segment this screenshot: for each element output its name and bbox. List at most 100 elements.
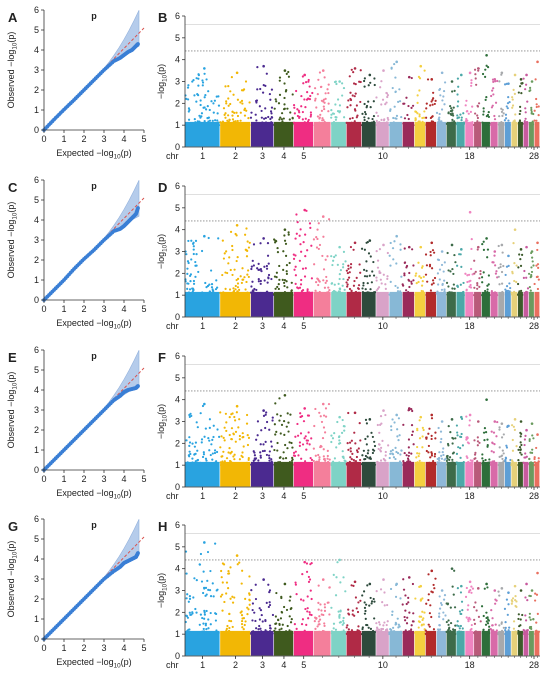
snp-point (505, 285, 509, 288)
snp-point (208, 418, 211, 421)
snp-point (468, 616, 471, 619)
qq-point (136, 551, 140, 555)
snp-point (440, 464, 443, 467)
snp-point (473, 622, 477, 625)
qq-y-label: Observed −log10(p) (6, 372, 19, 449)
snp-point (231, 114, 234, 117)
snp-point (267, 273, 271, 277)
snp-point (408, 294, 411, 297)
snp-point (499, 294, 502, 297)
snp-point (436, 272, 440, 275)
snp-point (459, 462, 462, 465)
snp-point (416, 123, 419, 126)
snp-point (338, 461, 341, 464)
snp-point (410, 280, 413, 283)
snp-point (500, 621, 503, 624)
snp-peak-point (235, 404, 239, 408)
snp-point (216, 112, 219, 115)
snp-point (427, 593, 430, 596)
snp-point (482, 292, 486, 295)
snp-point (208, 589, 212, 592)
chromosome-16-band (446, 461, 456, 487)
snp-point (350, 632, 353, 635)
snp-point (283, 103, 286, 106)
snp-point (365, 275, 369, 278)
snp-point (478, 632, 482, 635)
snp-point (205, 78, 208, 81)
snp-point (194, 121, 197, 124)
snp-point (296, 286, 299, 289)
snp-point (221, 120, 225, 123)
snp-point (225, 100, 228, 103)
snp-point (255, 119, 258, 122)
snp-point (349, 245, 353, 249)
snp-point (291, 116, 294, 119)
snp-point (322, 235, 325, 238)
snp-peak-point (468, 71, 472, 75)
snp-point (344, 260, 347, 263)
snp-point (232, 287, 235, 290)
snp-point (197, 93, 200, 97)
snp-point (318, 117, 321, 120)
snp-point (299, 228, 302, 231)
snp-point (394, 124, 398, 127)
chromosome-11-band (389, 121, 403, 147)
chromosome-25-band (518, 121, 523, 147)
snp-point (477, 293, 480, 297)
y-tick-label: 6 (34, 5, 39, 15)
snp-point (192, 282, 196, 285)
snp-point (498, 426, 501, 429)
snp-point (245, 280, 248, 284)
snp-point (191, 442, 194, 445)
snp-point (375, 111, 378, 114)
snp-point (376, 293, 380, 296)
snp-peak-point (407, 245, 411, 249)
snp-point (368, 124, 371, 127)
snp-point (259, 279, 262, 283)
snp-point (505, 446, 509, 449)
snp-point (386, 95, 389, 99)
snp-point (411, 463, 415, 467)
snp-point (222, 563, 226, 566)
snp-point (276, 441, 279, 445)
snp-point (511, 449, 515, 452)
chromosome-23-band (504, 291, 511, 317)
chromosome-label: 2 (233, 321, 238, 331)
snp-point (330, 463, 333, 467)
snp-point (202, 630, 206, 633)
snp-point (422, 116, 426, 119)
snp-point (325, 463, 328, 466)
snp-point (317, 620, 320, 623)
snp-point (441, 99, 444, 102)
snp-point (537, 105, 540, 108)
chromosome-label: 28 (529, 151, 539, 161)
snp-point (231, 110, 234, 113)
snp-point (221, 239, 224, 242)
snp-point (253, 611, 256, 614)
snp-point (228, 118, 231, 121)
snp-point (321, 294, 324, 297)
snp-point (195, 579, 198, 582)
snp-point (475, 609, 478, 612)
snp-point (298, 444, 301, 447)
snp-point (244, 80, 248, 83)
snp-point (390, 67, 393, 70)
snp-peak-point (493, 78, 497, 81)
snp-point (504, 113, 508, 116)
snp-point (366, 282, 369, 285)
snp-point (453, 606, 457, 609)
snp-point (252, 264, 255, 267)
snp-point (301, 632, 304, 635)
snp-point (436, 461, 439, 464)
snp-point (229, 631, 233, 635)
snp-point (386, 293, 389, 297)
snp-point (391, 247, 395, 250)
snp-point (406, 123, 410, 127)
chromosome-13-band (414, 291, 426, 317)
chromosome-24-band (511, 630, 518, 656)
snp-point (206, 579, 209, 582)
snp-point (354, 442, 357, 445)
snp-point (328, 123, 331, 126)
snp-point (308, 124, 311, 127)
snp-point (216, 588, 219, 591)
